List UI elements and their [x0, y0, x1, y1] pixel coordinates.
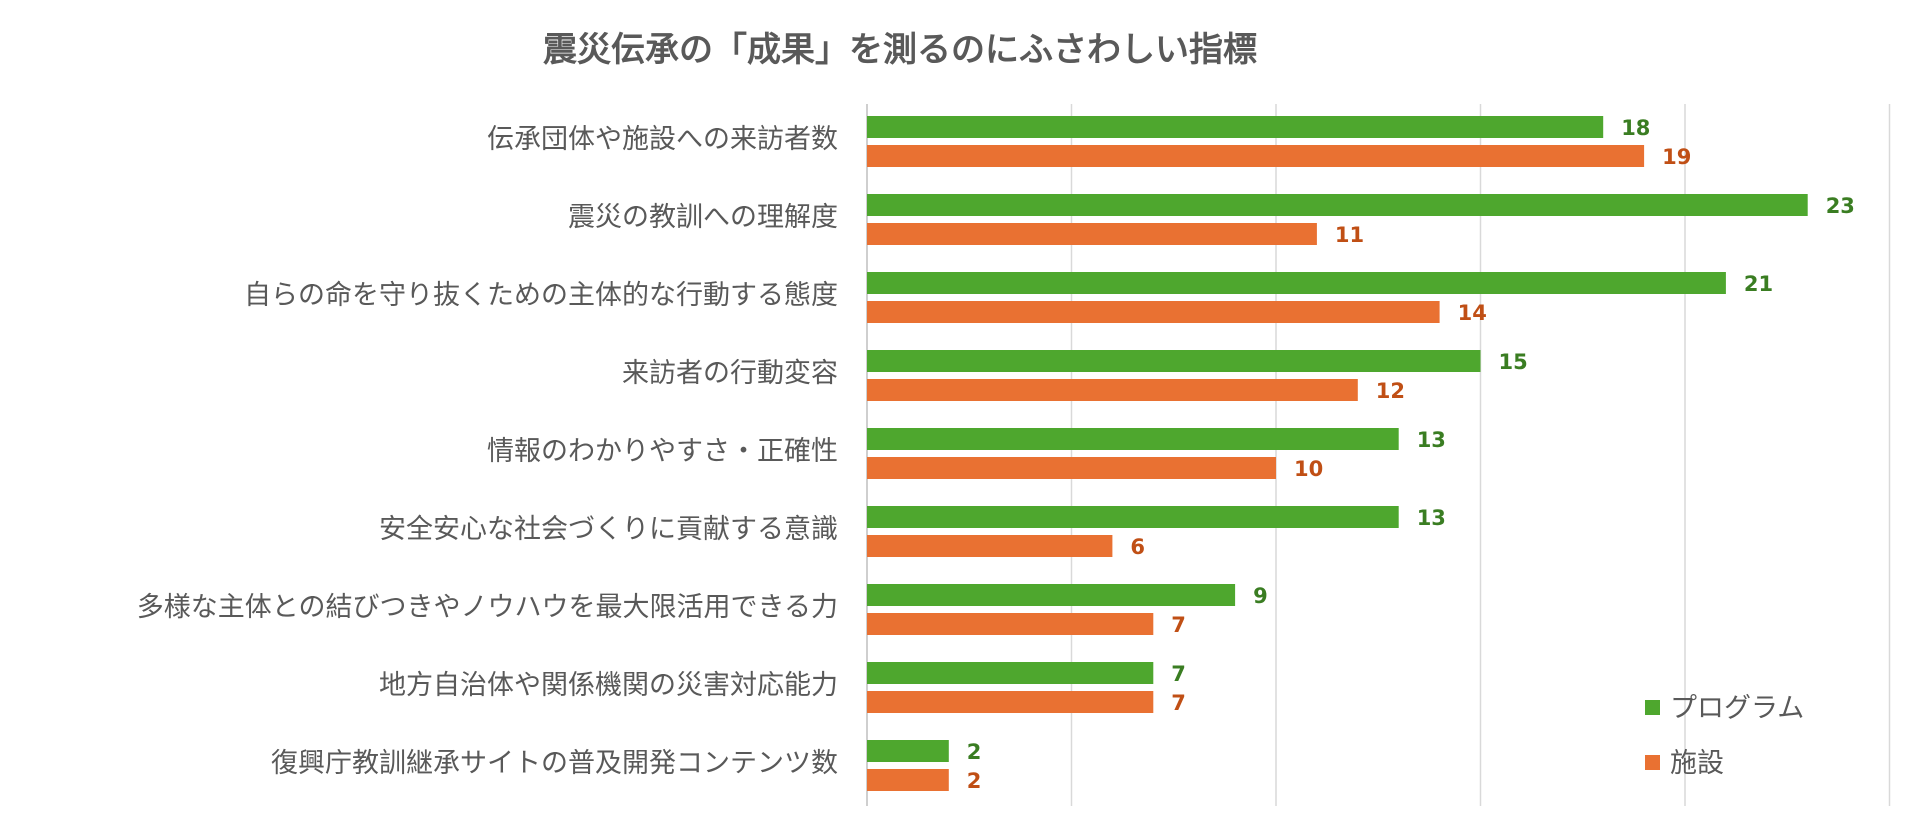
- data-label: 10: [1294, 457, 1323, 481]
- bar-program: [867, 194, 1808, 216]
- bar-facility: [867, 223, 1317, 245]
- data-label: 21: [1744, 272, 1773, 296]
- category-label: 復興庁教訓継承サイトの普及開発コンテンツ数: [271, 748, 838, 779]
- data-label: 7: [1171, 613, 1186, 637]
- data-label: 19: [1662, 145, 1691, 169]
- legend-label: プログラム: [1670, 693, 1804, 724]
- category-label: 来訪者の行動変容: [622, 358, 838, 389]
- data-label: 23: [1826, 194, 1855, 218]
- legend-swatch: [1645, 755, 1660, 770]
- bar-program: [867, 428, 1399, 450]
- data-label: 18: [1621, 116, 1650, 140]
- bar-facility: [867, 301, 1440, 323]
- bar-facility: [867, 145, 1645, 167]
- category-label: 地方自治体や関係機関の災害対応能力: [379, 670, 838, 701]
- data-label: 14: [1458, 301, 1487, 325]
- category-label: 多様な主体との結びつきやノウハウを最大限活用できる力: [137, 592, 838, 623]
- data-label: 7: [1171, 662, 1186, 686]
- data-label: 7: [1171, 691, 1186, 715]
- data-label: 9: [1253, 584, 1268, 608]
- bar-program: [867, 116, 1604, 138]
- category-label: 自らの命を守り抜くための主体的な行動する態度: [244, 280, 838, 311]
- bar-program: [867, 662, 1154, 684]
- chart-title: 震災伝承の「成果」を測るのにふさわしい指標: [543, 30, 1257, 70]
- data-label: 12: [1376, 379, 1405, 403]
- data-label: 2: [967, 740, 982, 764]
- data-label: 11: [1335, 223, 1364, 247]
- bar-facility: [867, 457, 1276, 479]
- category-label: 震災の教訓への理解度: [568, 202, 838, 233]
- legend-label: 施設: [1670, 748, 1724, 779]
- bar-facility: [867, 769, 949, 791]
- data-label: 6: [1130, 535, 1145, 559]
- bar-program: [867, 506, 1399, 528]
- legend-swatch: [1645, 700, 1660, 715]
- bar-facility: [867, 691, 1154, 713]
- bar-program: [867, 584, 1236, 606]
- bar-facility: [867, 379, 1358, 401]
- data-label: 13: [1417, 428, 1446, 452]
- category-label: 伝承団体や施設への来訪者数: [487, 124, 838, 155]
- category-label: 安全安心な社会づくりに貢献する意識: [379, 514, 838, 545]
- data-label: 13: [1417, 506, 1446, 530]
- data-label: 15: [1499, 350, 1528, 374]
- category-label: 情報のわかりやすさ・正確性: [487, 436, 838, 467]
- bar-facility: [867, 613, 1154, 635]
- data-label: 2: [967, 769, 982, 793]
- bar-program: [867, 350, 1481, 372]
- bar-program: [867, 272, 1726, 294]
- bar-program: [867, 740, 949, 762]
- bar-facility: [867, 535, 1113, 557]
